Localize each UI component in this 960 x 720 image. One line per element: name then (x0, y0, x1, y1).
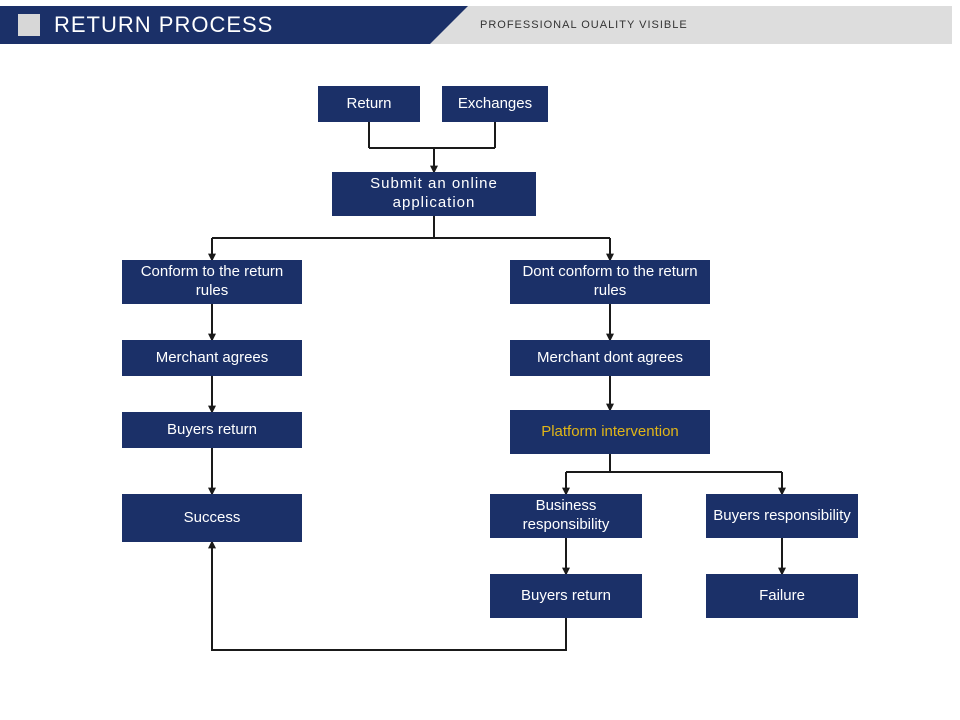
flow-node-conform: Conform to the return rules (122, 260, 302, 304)
flow-node-magrees: Merchant agrees (122, 340, 302, 376)
flow-node-buyresp: Buyers responsibility (706, 494, 858, 538)
header-square-icon (18, 14, 40, 36)
flow-node-submit: Submit an online application (332, 172, 536, 216)
header-triangle (430, 6, 468, 44)
flow-node-failure: Failure (706, 574, 858, 618)
flow-node-bizresp: Business responsibility (490, 494, 642, 538)
flow-node-success: Success (122, 494, 302, 542)
flow-node-exchanges: Exchanges (442, 86, 548, 122)
header-gray-strip: PROFESSIONAL OUALITY VISIBLE (400, 6, 952, 44)
flow-node-dontconform: Dont conform to the return rules (510, 260, 710, 304)
flow-node-buyers1: Buyers return (122, 412, 302, 448)
header-blue-strip: RETURN PROCESS (0, 6, 430, 44)
header-subtitle: PROFESSIONAL OUALITY VISIBLE (480, 19, 688, 31)
flow-node-return: Return (318, 86, 420, 122)
flow-node-mdont: Merchant dont agrees (510, 340, 710, 376)
flow-node-platform: Platform intervention (510, 410, 710, 454)
flow-node-buyers2: Buyers return (490, 574, 642, 618)
header-title: RETURN PROCESS (54, 12, 273, 38)
